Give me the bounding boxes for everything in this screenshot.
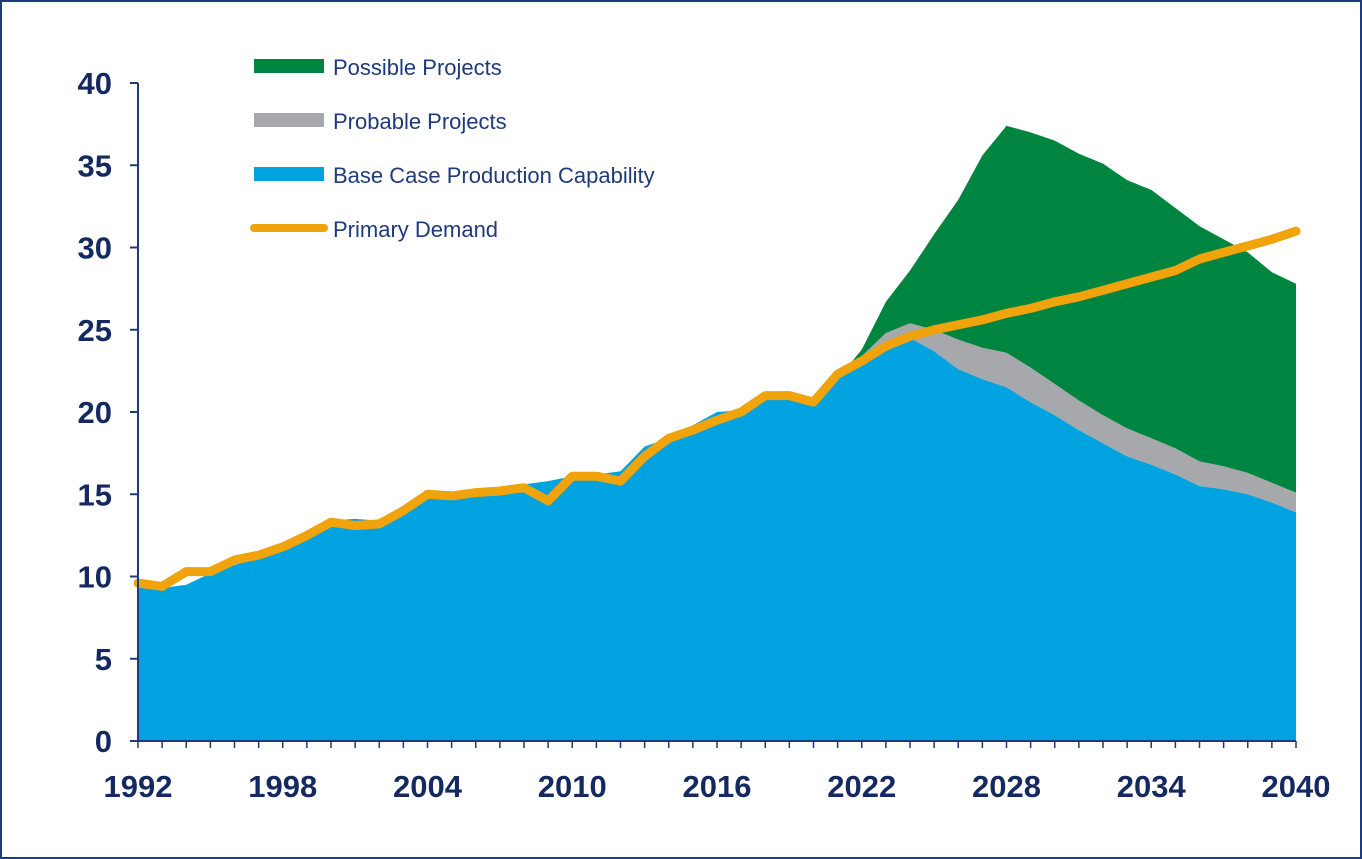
legend-swatch-possible-projects <box>254 59 324 73</box>
y-tick-label: 35 <box>78 148 112 183</box>
series-lines <box>133 226 1301 591</box>
legend-label-base-case-production-capability: Base Case Production Capability <box>333 163 655 188</box>
legend: Possible Projects Probable Projects Base C… <box>250 55 655 242</box>
legend-label-primary-demand: Primary Demand <box>333 217 498 242</box>
legend-label-probable-projects: Probable Projects <box>333 109 507 134</box>
y-tick-label: 0 <box>95 724 112 759</box>
legend-label-possible-projects: Possible Projects <box>333 55 502 80</box>
y-tick-label: 15 <box>78 477 112 512</box>
x-tick-label: 1998 <box>248 769 317 804</box>
x-tick-label: 2004 <box>393 769 463 804</box>
y-tick-label: 30 <box>78 231 112 266</box>
x-tick-label: 2028 <box>972 769 1041 804</box>
series-areas <box>138 125 1296 741</box>
y-tick-label: 25 <box>78 313 112 348</box>
area-possible-projects <box>138 125 1296 589</box>
x-tick-label: 1992 <box>104 769 173 804</box>
y-tick-label: 5 <box>95 642 112 677</box>
x-axis-ticks: 1992 1998 2004 2010 2016 2022 2028 2034 2040 <box>104 741 1331 804</box>
y-tick-label: 40 <box>78 66 112 101</box>
y-tick-label: 20 <box>78 395 112 430</box>
y-tick-label: 10 <box>78 560 112 595</box>
line-primary-demand <box>133 226 1301 591</box>
legend-swatch-base-case-production-capability <box>254 167 324 181</box>
x-tick-label: 2010 <box>538 769 607 804</box>
x-tick-label: 2034 <box>1117 769 1187 804</box>
area-base-case-production-capability <box>138 338 1296 741</box>
x-tick-label: 2016 <box>683 769 752 804</box>
x-tick-label: 2022 <box>827 769 896 804</box>
legend-swatch-probable-projects <box>254 113 324 127</box>
y-axis-ticks: 0 5 10 15 20 25 30 35 40 <box>78 66 138 759</box>
x-tick-label: 2040 <box>1262 769 1331 804</box>
